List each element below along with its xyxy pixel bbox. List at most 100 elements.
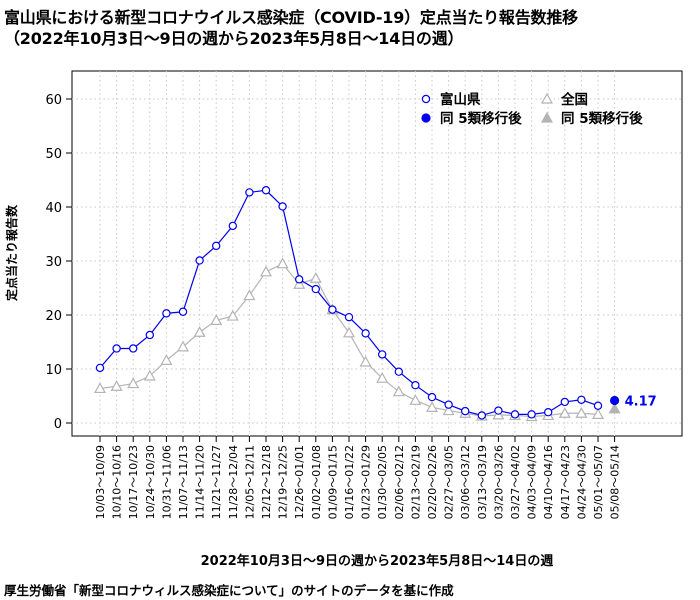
data-point [210, 314, 223, 325]
data-point [510, 410, 520, 419]
data-point [309, 272, 322, 283]
data-point [442, 404, 455, 416]
y-axis-title: 定点当たり報告数 [4, 204, 19, 301]
chart-subtitle: （2022年10月3日～9日の週から2023年5月8日～14日の週） [4, 29, 464, 48]
data-point [293, 277, 306, 289]
data-point [425, 401, 439, 412]
x-tick-label: 04/24～04/30 [575, 445, 588, 519]
x-tick-label: 11/07～11/13 [177, 445, 190, 519]
data-point [245, 188, 254, 197]
x-tick-label: 12/05～12/11 [243, 445, 256, 519]
chart-title: 富山県における新型コロナウイルス感染症（COVID-19）定点当たり報告数推移 [4, 8, 578, 27]
x-tick-label: 04/03～04/09 [526, 445, 539, 519]
legend-label: 同 5類移行後 [440, 110, 522, 127]
data-point [178, 307, 188, 316]
data-point [575, 407, 588, 418]
data-point [211, 241, 221, 251]
data-point [261, 186, 271, 195]
x-tick-label: 11/21～11/27 [210, 445, 223, 519]
data-point [558, 407, 571, 418]
legend-marker [540, 92, 554, 104]
x-tick-label: 11/14～11/20 [194, 445, 207, 519]
data-point [226, 309, 239, 321]
x-tick-label: 12/19～12/25 [277, 445, 290, 519]
data-point [591, 408, 605, 419]
data-point [359, 355, 372, 367]
x-tick-label: 12/26～01/01 [293, 445, 306, 519]
x-tick-label: 03/13～03/19 [476, 445, 489, 519]
data-point [593, 401, 603, 410]
y-tick-label: 20 [45, 309, 62, 324]
data-point [311, 284, 320, 294]
y-tick-label: 50 [45, 147, 62, 162]
x-tick-label: 03/27～04/02 [509, 445, 522, 519]
x-tick-label: 02/06～02/12 [393, 445, 406, 519]
data-point [112, 344, 121, 353]
x-tick-label: 10/31～11/06 [160, 445, 173, 519]
x-tick-label: 10/17～10/23 [127, 445, 140, 519]
data-point [259, 265, 273, 277]
data-point [276, 257, 289, 269]
data-point [444, 400, 453, 409]
data-point [143, 369, 156, 381]
data-point [295, 275, 304, 284]
x-tick-label: 10/24～10/30 [144, 445, 157, 519]
y-tick-label: 40 [45, 201, 62, 216]
legend-label: 全国 [560, 91, 588, 108]
x-tick-label: 02/13～02/19 [409, 445, 422, 519]
x-tick-label: 01/09～01/15 [326, 445, 339, 519]
data-point [560, 397, 570, 407]
data-point [160, 354, 173, 365]
x-tick-label: 01/02～01/08 [310, 445, 323, 519]
data-point [378, 350, 387, 359]
y-tick-label: 10 [45, 363, 62, 378]
data-point [477, 411, 486, 420]
data-point [577, 395, 586, 404]
x-tick-label: 04/10～04/16 [542, 445, 555, 519]
x-tick-label: 02/20～02/26 [426, 445, 439, 519]
x-tick-label: 12/12～12/18 [260, 445, 273, 519]
data-point [394, 367, 403, 376]
data-point [344, 312, 354, 322]
x-tick-label: 05/01～05/07 [592, 445, 605, 519]
data-point [608, 402, 621, 414]
data-point [361, 329, 370, 338]
x-tick-label: 05/08～05/14 [609, 445, 622, 519]
data-point [409, 394, 422, 405]
data-point [494, 406, 503, 415]
legend-marker [421, 94, 431, 104]
y-tick-label: 30 [45, 255, 62, 270]
data-point [228, 221, 237, 231]
data-point [328, 305, 337, 314]
y-tick-label: 60 [45, 93, 62, 108]
data-point [243, 289, 256, 301]
data-point [342, 326, 356, 338]
data-point [527, 410, 536, 419]
data-point [544, 408, 553, 417]
x-tick-label: 10/10～10/16 [111, 445, 124, 519]
data-point [278, 202, 287, 211]
data-point [110, 380, 123, 391]
data-point [128, 344, 138, 353]
legend-marker [421, 113, 431, 123]
data-label: 4.17 [625, 394, 657, 409]
legend-label: 富山県 [440, 91, 481, 108]
data-point [376, 371, 389, 383]
legend-marker [540, 111, 554, 123]
x-tick-label: 11/28～12/04 [227, 445, 240, 519]
data-point [127, 377, 140, 389]
data-point [195, 256, 204, 265]
data-point [95, 363, 105, 373]
data-point [461, 406, 470, 416]
data-point [427, 392, 437, 402]
data-point [392, 385, 405, 397]
source-note: 厚生労働省「新型コロナウィルス感染症について」のサイトのデータを基に作成 [4, 583, 454, 598]
plot-frame [71, 70, 683, 437]
x-tick-label: 02/27～03/05 [443, 445, 456, 519]
x-tick-label: 03/20～03/26 [492, 445, 505, 519]
x-axis-title: 2022年10月3日～9日の週から2023年5月8日～14日の週 [201, 553, 554, 569]
data-point [162, 309, 171, 318]
data-point [176, 340, 190, 352]
x-tick-label: 04/17～04/23 [559, 445, 572, 519]
